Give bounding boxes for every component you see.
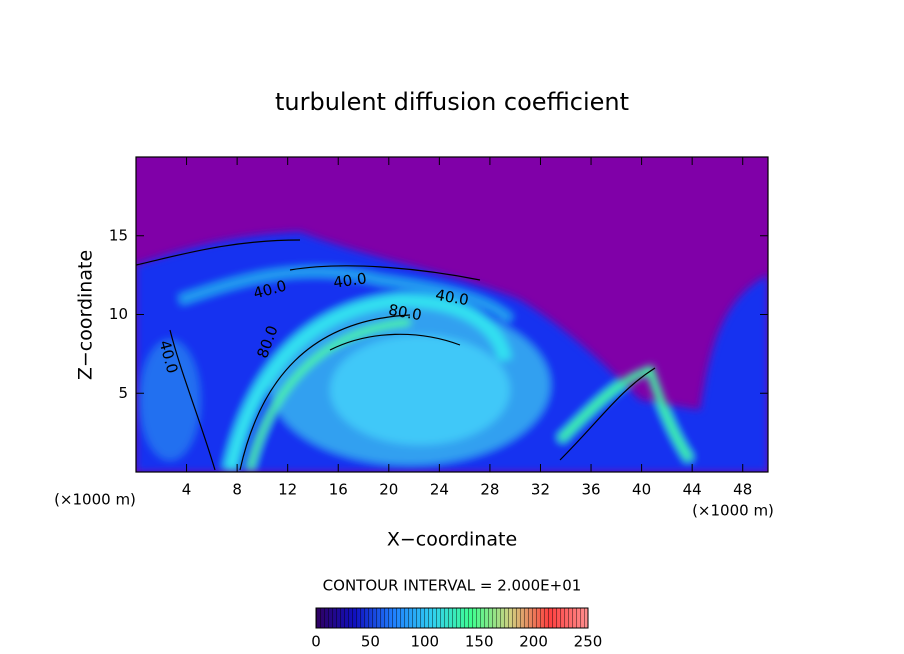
x-tick-label: 4 xyxy=(182,481,192,499)
x-unit-label: (×1000 m) xyxy=(692,502,774,520)
colorbar-frame xyxy=(315,607,589,629)
y-unit-label: (×1000 m) xyxy=(54,491,136,509)
x-axis-label: X−coordinate xyxy=(387,529,517,551)
colorbar-tick-label: 0 xyxy=(311,633,321,651)
x-tick-label: 8 xyxy=(232,481,242,499)
x-tick-label: 20 xyxy=(379,481,398,499)
x-tick-label: 16 xyxy=(329,481,348,499)
x-tick-label: 28 xyxy=(480,481,499,499)
colorbar-tick-label: 50 xyxy=(361,633,380,651)
x-tick-label: 48 xyxy=(733,481,752,499)
contour-label: 80.0 xyxy=(387,301,423,325)
y-tick-label: 10 xyxy=(109,305,128,323)
contour-label: 40.0 xyxy=(332,269,368,291)
y-axis-label: Z−coordinate xyxy=(75,250,97,380)
x-tick-label: 32 xyxy=(531,481,550,499)
colorbar-tick-label: 100 xyxy=(410,633,439,651)
x-tick-label: 40 xyxy=(632,481,651,499)
field xyxy=(136,157,768,472)
colorbar-tick-label: 250 xyxy=(574,633,603,651)
x-tick-label: 44 xyxy=(683,481,702,499)
chart-title: turbulent diffusion coefficient xyxy=(275,88,629,116)
y-tick-label: 15 xyxy=(109,226,128,244)
colorbar-tick-label: 150 xyxy=(465,633,494,651)
x-tick-label: 24 xyxy=(430,481,449,499)
contour-interval: CONTOUR INTERVAL = 2.000E+01 xyxy=(323,577,582,595)
x-tick-label: 36 xyxy=(581,481,600,499)
colorbar-tick-label: 200 xyxy=(519,633,548,651)
y-tick-label: 5 xyxy=(118,384,128,402)
contour-label: 40.0 xyxy=(434,286,470,310)
x-tick-label: 12 xyxy=(278,481,297,499)
